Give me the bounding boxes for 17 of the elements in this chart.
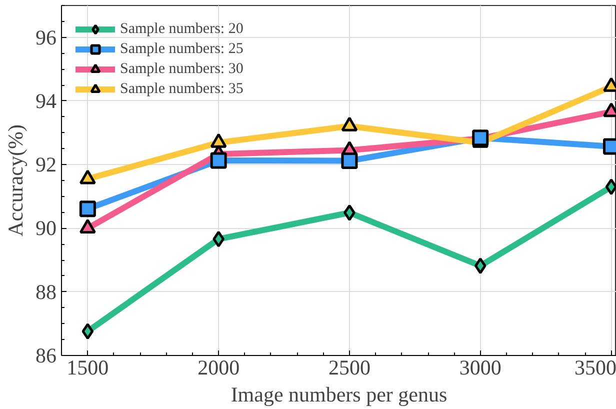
x-tick-label: 2500 (328, 356, 370, 380)
x-tick-label: 3500 (574, 356, 616, 380)
y-tick-label: 88 (36, 280, 56, 304)
y-tick-label: 86 (36, 344, 56, 368)
x-tick-label: 3000 (459, 356, 502, 380)
legend-label: Sample numbers: 35 (120, 80, 244, 98)
y-tick-label: 96 (36, 25, 56, 50)
x-axis-title: Image numbers per genus (230, 382, 448, 406)
legend-label: Sample numbers: 20 (120, 20, 244, 38)
y-tick-label: 90 (36, 216, 56, 240)
legend-label: Sample numbers: 25 (120, 40, 244, 58)
x-tick-label: 2000 (198, 356, 240, 380)
y-tick-label: 92 (36, 152, 56, 177)
x-tick-label: 1500 (66, 356, 109, 380)
y-tick-label: 94 (36, 88, 57, 113)
legend-label: Sample numbers: 30 (120, 60, 244, 78)
y-axis-title: Accuracy(%) (4, 124, 28, 236)
